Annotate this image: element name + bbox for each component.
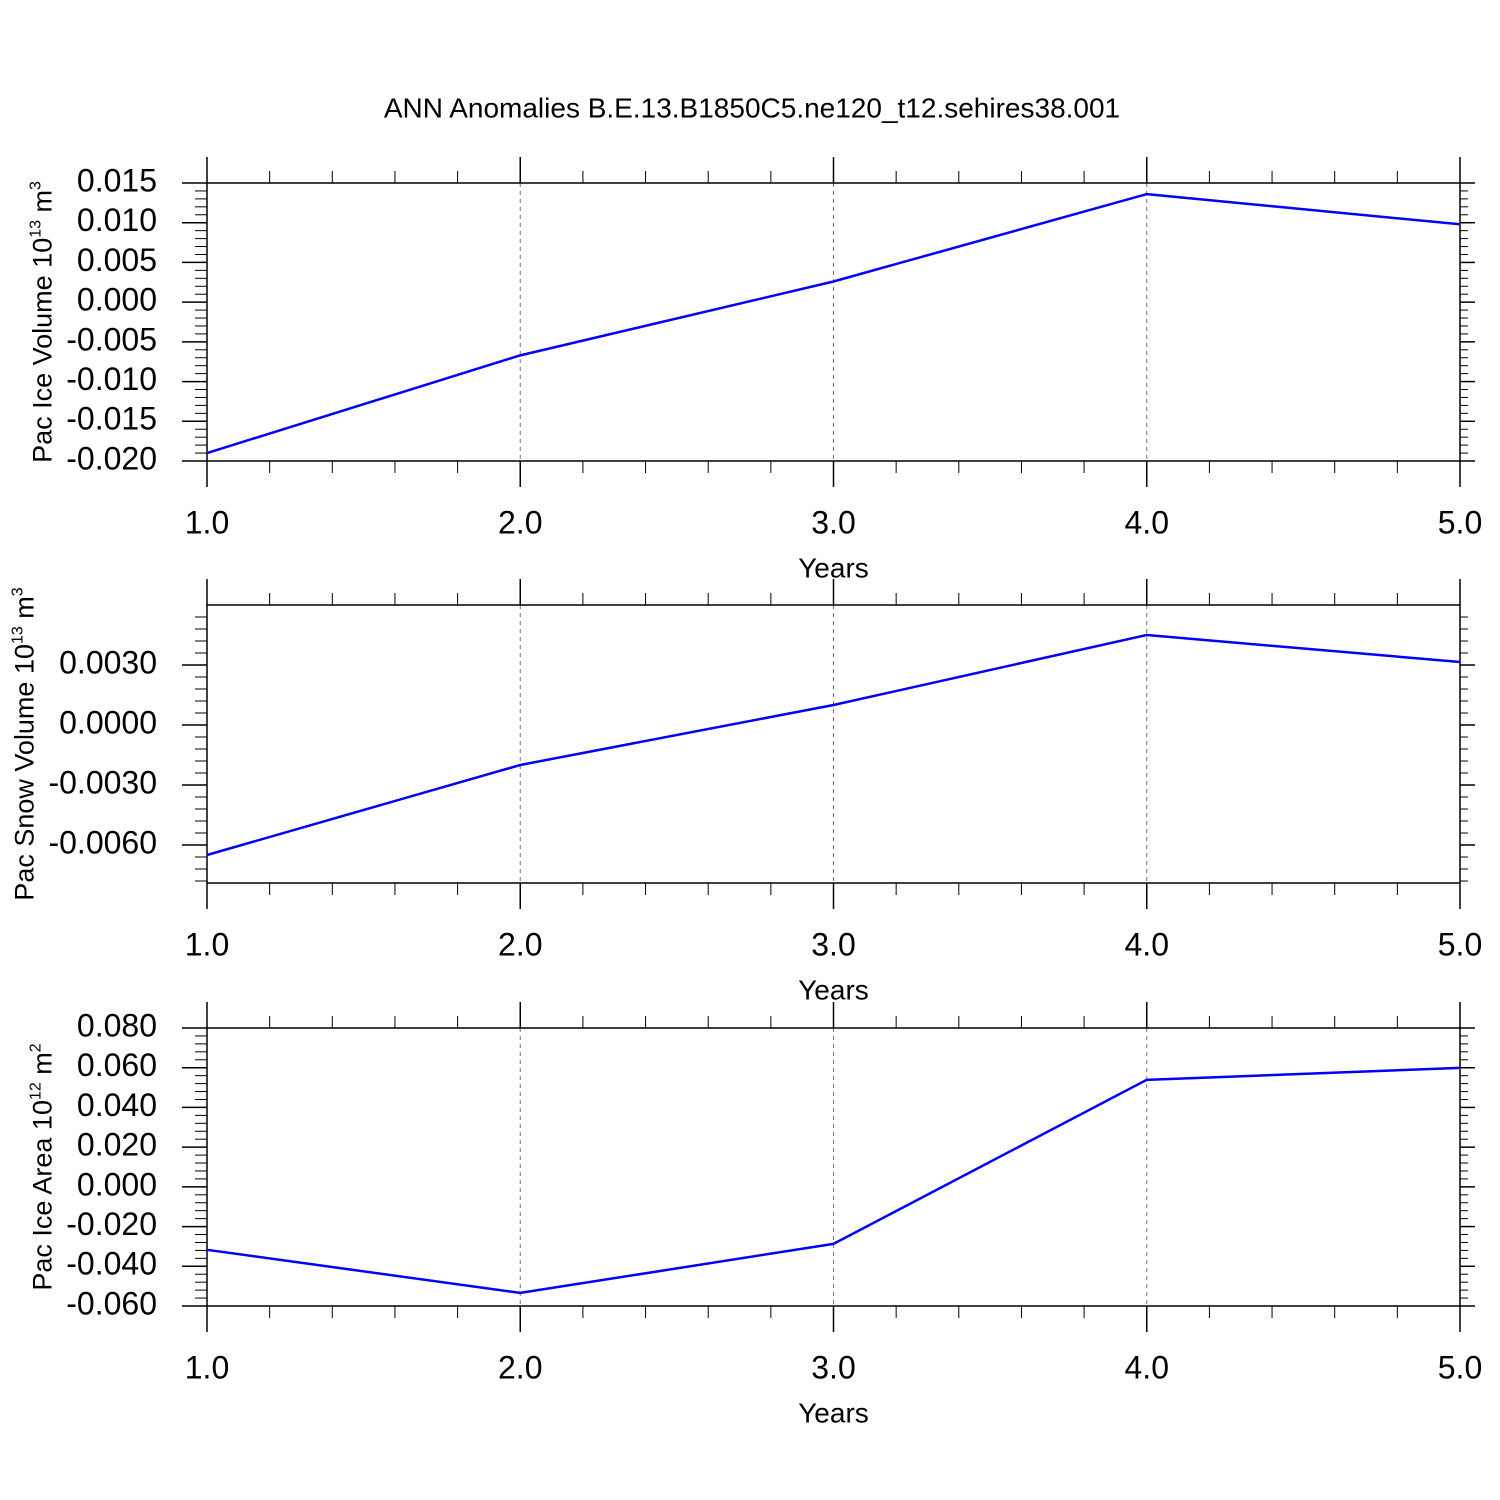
y-tick-label: 0.010 <box>77 202 157 238</box>
y-tick-label: -0.020 <box>66 1206 157 1242</box>
y-tick-label: 0.005 <box>77 242 157 278</box>
y-tick-label: -0.010 <box>66 361 157 397</box>
x-axis-label: Years <box>798 1397 869 1428</box>
y-axis-label: Pac Ice Volume 1013 m3 <box>27 181 57 463</box>
data-line <box>206 633 1461 857</box>
data-line <box>206 192 1461 455</box>
plot-frame <box>206 182 1461 462</box>
x-tick-label: 1.0 <box>185 504 229 540</box>
y-axis-label-part: Pac Ice Area 10 <box>27 1100 57 1291</box>
x-tick-label: 3.0 <box>811 504 855 540</box>
x-tick-label: 2.0 <box>498 926 542 962</box>
y-tick-label: -0.0030 <box>48 764 157 800</box>
x-tick-label: 2.0 <box>498 504 542 540</box>
y-axis-label-part: m <box>10 596 40 626</box>
y-axis-label-exponent: 13 <box>9 626 26 644</box>
y-axis-label-exponent: 2 <box>27 1043 44 1052</box>
y-tick-label: -0.0060 <box>48 824 157 860</box>
x-tick-label: 5.0 <box>1438 504 1482 540</box>
y-axis-label-exponent: 3 <box>27 181 44 190</box>
y-axis-label-exponent: 13 <box>27 220 44 238</box>
y-axis-label-part: Pac Ice Volume 10 <box>27 238 57 463</box>
y-tick-label: 0.000 <box>77 282 157 318</box>
plot-frame <box>206 604 1461 884</box>
y-tick-label: 0.0030 <box>59 644 157 680</box>
plot-frame <box>206 1027 1461 1307</box>
y-tick-label: -0.060 <box>66 1285 157 1321</box>
x-tick-label: 4.0 <box>1125 504 1169 540</box>
y-axis-label-exponent: 3 <box>9 587 26 596</box>
x-axis-label: Years <box>798 974 869 1005</box>
y-tick-label: 0.060 <box>77 1047 157 1083</box>
y-tick-label: 0.080 <box>77 1007 157 1043</box>
x-axis-label: Years <box>798 552 869 583</box>
x-tick-label: 2.0 <box>498 1349 542 1385</box>
y-axis-label-part: Pac Snow Volume 10 <box>10 644 40 901</box>
y-axis-label: Pac Ice Area 1012 m2 <box>27 1043 57 1290</box>
y-axis-label: Pac Snow Volume 1013 m3 <box>9 587 39 900</box>
data-line <box>206 1066 1461 1295</box>
y-tick-label: 0.020 <box>77 1127 157 1163</box>
y-axis-label-part: m <box>27 1052 57 1082</box>
y-tick-label: 0.0000 <box>59 704 157 740</box>
y-tick-label: 0.040 <box>77 1087 157 1123</box>
x-tick-label: 5.0 <box>1438 926 1482 962</box>
chart-title: ANN Anomalies B.E.13.B1850C5.ne120_t12.s… <box>384 92 1120 123</box>
x-tick-label: 3.0 <box>811 1349 855 1385</box>
x-tick-label: 5.0 <box>1438 1349 1482 1385</box>
y-axis-label-part: m <box>27 190 57 220</box>
x-tick-label: 1.0 <box>185 926 229 962</box>
y-tick-label: -0.015 <box>66 401 157 437</box>
x-tick-label: 3.0 <box>811 926 855 962</box>
x-tick-label: 1.0 <box>185 1349 229 1385</box>
y-axis-label-exponent: 12 <box>27 1082 44 1100</box>
y-tick-label: -0.020 <box>66 440 157 476</box>
y-tick-label: -0.040 <box>66 1246 157 1282</box>
y-tick-label: -0.005 <box>66 321 157 357</box>
y-tick-label: 0.000 <box>77 1166 157 1202</box>
x-tick-label: 4.0 <box>1125 1349 1169 1385</box>
y-tick-label: 0.015 <box>77 162 157 198</box>
x-tick-label: 4.0 <box>1125 926 1169 962</box>
